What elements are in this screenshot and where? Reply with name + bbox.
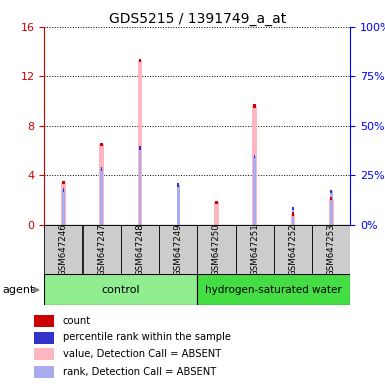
- Bar: [291, 214, 295, 225]
- Bar: [159, 225, 197, 275]
- Bar: [63, 188, 64, 192]
- Bar: [177, 183, 179, 187]
- Bar: [34, 348, 54, 360]
- Bar: [99, 144, 104, 225]
- Text: GSM647247: GSM647247: [97, 223, 106, 276]
- Bar: [291, 209, 294, 225]
- Bar: [139, 148, 141, 225]
- Bar: [139, 58, 141, 62]
- Bar: [177, 185, 179, 225]
- Text: count: count: [63, 316, 91, 326]
- Bar: [254, 155, 256, 158]
- Bar: [139, 146, 141, 150]
- Text: GSM647253: GSM647253: [327, 223, 336, 276]
- Text: GSM647248: GSM647248: [136, 223, 144, 276]
- Text: control: control: [102, 285, 140, 295]
- Bar: [34, 366, 54, 378]
- Bar: [236, 225, 274, 275]
- Bar: [330, 190, 332, 193]
- Bar: [44, 274, 197, 305]
- Bar: [215, 201, 218, 204]
- Bar: [253, 157, 256, 225]
- Bar: [121, 225, 159, 275]
- Text: GSM647250: GSM647250: [212, 223, 221, 276]
- Bar: [61, 183, 66, 225]
- Bar: [329, 199, 333, 225]
- Bar: [100, 142, 103, 146]
- Bar: [82, 225, 121, 275]
- Bar: [198, 274, 350, 305]
- Text: agent: agent: [2, 285, 34, 295]
- Bar: [62, 181, 65, 184]
- Bar: [34, 332, 54, 344]
- Text: GSM647249: GSM647249: [174, 223, 183, 276]
- Bar: [274, 225, 312, 275]
- Bar: [100, 169, 103, 225]
- Bar: [292, 212, 294, 216]
- Bar: [34, 315, 54, 328]
- Bar: [62, 190, 65, 225]
- Bar: [312, 225, 350, 275]
- Bar: [253, 106, 257, 225]
- Bar: [44, 225, 82, 275]
- Bar: [137, 60, 142, 225]
- Bar: [198, 225, 236, 275]
- Bar: [330, 191, 333, 225]
- Text: hydrogen-saturated water: hydrogen-saturated water: [206, 285, 342, 295]
- Bar: [292, 207, 294, 210]
- Text: GSM647252: GSM647252: [288, 223, 298, 276]
- Bar: [101, 167, 102, 171]
- Text: rank, Detection Call = ABSENT: rank, Detection Call = ABSENT: [63, 367, 216, 377]
- Text: value, Detection Call = ABSENT: value, Detection Call = ABSENT: [63, 349, 221, 359]
- Text: GSM647246: GSM647246: [59, 223, 68, 276]
- Bar: [253, 104, 256, 108]
- Title: GDS5215 / 1391749_a_at: GDS5215 / 1391749_a_at: [109, 12, 286, 26]
- Text: GSM647251: GSM647251: [250, 223, 259, 276]
- Bar: [214, 202, 219, 225]
- Text: percentile rank within the sample: percentile rank within the sample: [63, 332, 231, 342]
- Bar: [330, 197, 333, 200]
